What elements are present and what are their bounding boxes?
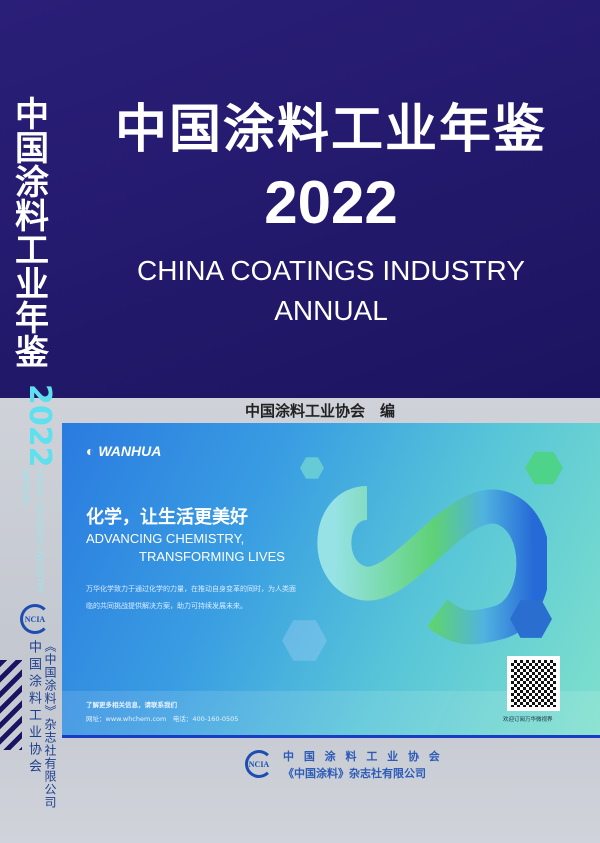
cover-title-en-2: ANNUAL [274,295,388,326]
spine-year: 2022 [22,384,57,468]
cover-top-panel [0,0,600,398]
footer-publisher-1: 中 国 涂 料 工 业 协 会 [283,750,443,763]
qr-caption: 欢迎订阅万华微视界 [503,717,553,723]
book-spine: 中国涂料工业年鉴 2022 CHINA COATINGS INDUSTRY AN… [0,0,62,843]
spine-publisher-2: 《中国涂料》杂志社有限公司 [43,640,57,809]
infinity-graphic [317,486,547,645]
ncia-logo-icon: NCIA [20,604,50,634]
spine-title: 中国涂料工业年鉴 [15,95,49,373]
ad-contact-line: 网址：www.whchem.com 电话：400-160-0505 [86,715,239,723]
ad-slogan-cn: 化学，让生活更美好 [86,507,248,528]
decorative-stripes [0,660,22,750]
cover-editor: 中国涂料工业协会 编 [245,402,396,420]
ad-slogan-en-1: ADVANCING CHEMISTRY, [86,531,245,546]
hexagon-icon [282,620,327,661]
hexagon-icon [300,457,324,479]
ad-slogan-en-2: TRANSFORMING LIVES [139,549,285,564]
cover-year: 2022 [264,169,398,236]
wanhua-logo: ◐ WANHUA [86,443,162,459]
cover-title: 中国涂料工业年鉴 [114,100,547,160]
spine-title-en-2: ANNUAL [20,468,30,506]
ad-body-text: 万华化学致力于通过化学的力量，在推动自身变革的同时，为人类面临的共同挑战提供解决… [86,585,296,610]
shield-check-icon [510,600,552,638]
spine-publisher-1: 中国涂料工业协会 [26,640,41,776]
ncia-logo-icon: NCIA [245,750,273,778]
qr-code[interactable] [507,656,560,711]
spine-title-en-1: CHINA COATINGS INDUSTRY [34,468,44,594]
footer-publisher-2: 《中国涂料》杂志社有限公司 [283,767,426,780]
cover-title-en-1: CHINA COATINGS INDUSTRY [137,255,525,286]
ad-contact-title: 了解更多相关信息，请联系我们 [86,701,177,709]
wanhua-advertisement: ◐ WANHUA 化学，让生活更美好 ADVANCING CHEMISTRY, … [62,423,600,738]
